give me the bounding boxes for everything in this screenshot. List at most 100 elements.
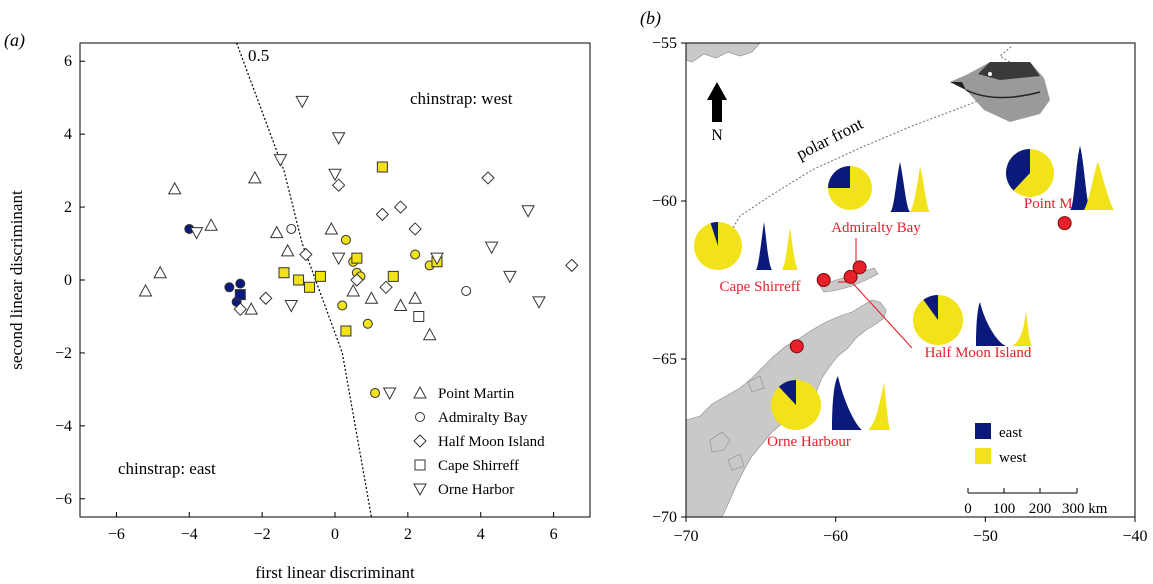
site-dot-orne-harbour: [789, 339, 804, 354]
point-point-martin: [269, 225, 284, 239]
site-label-admiralty-bay: Admiralty Bay: [831, 220, 921, 236]
pie-slice-east: [923, 295, 938, 320]
plot-b-frame: [685, 42, 1136, 518]
site-label-half-moon-island: Half Moon Island: [925, 345, 1032, 361]
western-islands: [709, 375, 765, 471]
point-cape-shirreff: [278, 267, 290, 279]
a-y-tick-label: −4: [55, 418, 72, 435]
north-arrow-icon: N: [707, 82, 727, 144]
point-admiralty-bay: [410, 249, 421, 260]
point-point-martin: [408, 291, 422, 304]
point-half-moon-island: [481, 171, 495, 185]
point-orne-harbor: [532, 296, 546, 309]
a-y-tick-label: 2: [64, 199, 72, 216]
point-half-moon-island: [565, 258, 579, 273]
legend-marker-circle: [415, 412, 425, 422]
a-x-tick-labels: −6 −4 −2 0 2 4 6: [108, 512, 558, 543]
point-orne-harbor: [189, 227, 204, 240]
legend-marker-diamond: [413, 434, 427, 448]
pie-slice-east: [1005, 149, 1030, 191]
point-point-martin: [364, 291, 379, 304]
point-point-martin: [138, 283, 153, 297]
north-label: N: [711, 127, 723, 144]
point-point-martin: [422, 327, 437, 341]
point-cape-shirreff: [304, 281, 315, 293]
point-orne-harbor: [521, 205, 535, 218]
legend-east-swatch: [975, 423, 991, 439]
population-pies: [694, 149, 1054, 430]
point-point-martin: [204, 218, 218, 231]
site-label-cape-shirreff: Cape Shirreff: [720, 279, 801, 295]
point-admiralty-bay: [461, 285, 472, 296]
point-point-martin: [244, 302, 259, 315]
east-annotation: chinstrap: east: [118, 459, 216, 478]
legend-label: Orne Harbor: [438, 482, 514, 498]
a-x-axis-label: first linear discriminant: [255, 563, 415, 582]
pie-slice-east: [778, 380, 796, 405]
site-dot-half-moon-island: [843, 269, 858, 284]
point-half-moon-island: [379, 280, 393, 294]
b-y-tick-label: −70: [652, 509, 677, 526]
point-orne-harbor: [328, 168, 342, 182]
scatter-points: [138, 95, 579, 401]
scale-0: 0: [964, 501, 972, 517]
a-y-tick-labels: −6 −4 −2 0 2 4 6: [55, 53, 85, 508]
pie-slice-east: [710, 221, 718, 246]
point-admiralty-bay: [337, 300, 348, 311]
b-x-tick-labels: −70 −60 −50 −40: [673, 517, 1148, 545]
point-cape-shirreff: [293, 274, 305, 286]
point-cape-shirreff: [351, 252, 363, 264]
a-legend: Point Martin Admiralty Bay Half Moon Islan…: [413, 385, 545, 498]
site-dot-cape-shirreff: [816, 273, 831, 287]
a-x-tick-label: 4: [477, 526, 485, 543]
a-x-tick-label: −2: [254, 526, 271, 543]
point-cape-shirreff: [314, 270, 326, 282]
point-orne-harbor: [503, 270, 517, 284]
point-half-moon-island: [259, 291, 273, 305]
legend-marker-square: [414, 459, 426, 471]
pie-orne-harbour: [771, 380, 821, 430]
a-y-tick-label: −2: [55, 345, 72, 362]
histogram-orne-harbour: [832, 376, 890, 430]
point-admiralty-bay: [286, 223, 297, 234]
site-dot-point-martin: [1057, 216, 1072, 231]
point-orne-harbor: [484, 241, 499, 255]
a-y-tick-label: 4: [64, 126, 72, 143]
point-point-martin: [280, 243, 295, 257]
point-admiralty-bay: [224, 282, 235, 293]
point-orne-harbor: [331, 252, 346, 266]
histogram-admiralty-bay: [890, 162, 930, 212]
b-y-tick-label: −65: [652, 351, 677, 368]
point-half-moon-island: [408, 222, 422, 236]
point-cape-shirreff: [234, 289, 246, 301]
a-y-axis-label: second linear discriminant: [7, 190, 26, 370]
b-y-tick-label: −60: [652, 193, 677, 210]
point-orne-harbor: [295, 95, 310, 109]
b-y-tick-labels: −55 −60 −65 −70: [652, 35, 686, 526]
point-orne-harbor: [430, 252, 444, 266]
legend-label: Cape Shirreff: [438, 458, 519, 474]
legend-west-label: west: [999, 450, 1027, 466]
point-half-moon-island: [331, 178, 346, 192]
legend-label: Point Martin: [438, 386, 515, 402]
panel-b-label: (b): [640, 8, 661, 29]
b-x-tick-label: −50: [973, 528, 998, 545]
panel-a-label: (a): [4, 30, 25, 51]
b-y-tick-label: −55: [652, 35, 677, 52]
b-legend: east west: [975, 423, 1027, 466]
pie-half-moon-island: [913, 295, 963, 345]
point-admiralty-bay: [340, 234, 351, 245]
site-dot-admiralty-bay: [852, 260, 867, 275]
a-y-tick-label: 6: [64, 53, 72, 70]
point-half-moon-island: [375, 207, 390, 222]
a-x-tick-label: 0: [331, 526, 339, 543]
b-x-tick-label: −70: [673, 528, 698, 545]
point-point-martin: [167, 181, 182, 195]
west-annotation: chinstrap: west: [410, 89, 513, 108]
point-half-moon-island: [393, 200, 408, 214]
legend-label: Half Moon Island: [438, 434, 545, 450]
point-point-martin: [346, 283, 361, 297]
boundary-label: 0.5: [248, 46, 269, 65]
polar-front-label: polar front: [793, 114, 866, 164]
